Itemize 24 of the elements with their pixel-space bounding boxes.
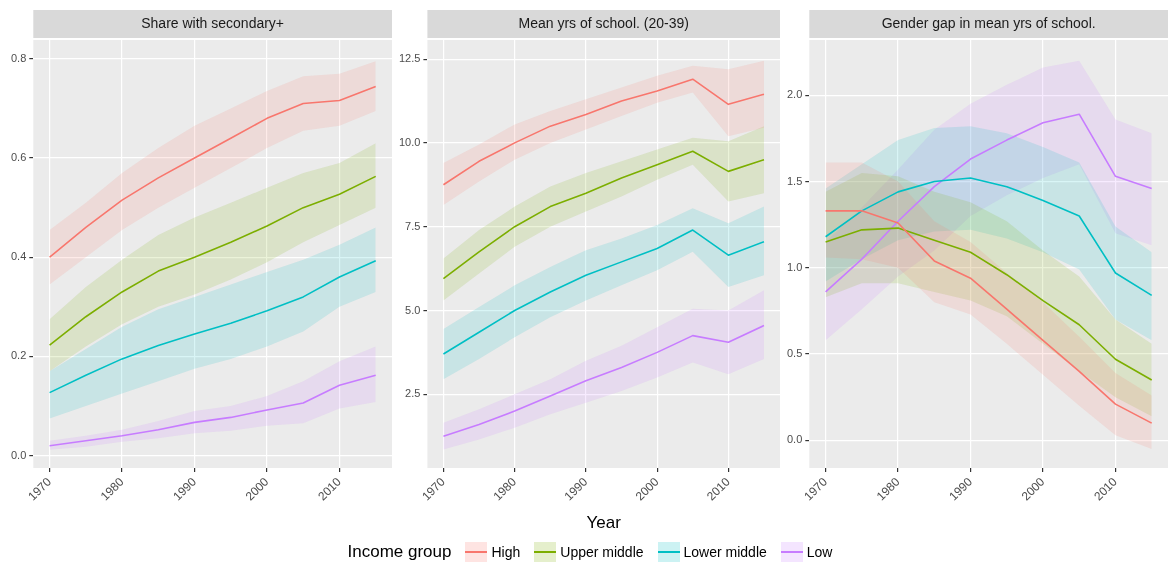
chart-title: Share with secondary+ — [141, 14, 285, 31]
legend-label: High — [491, 544, 521, 560]
x-axis-title: Year — [586, 513, 622, 533]
chart-title: Gender gap in mean yrs of school. — [881, 14, 1096, 31]
y-tick-label: 12.5 — [398, 52, 421, 65]
y-tick-label: 1.0 — [786, 260, 803, 273]
y-tick-label: 0.5 — [786, 347, 803, 360]
legend-label: Lower middle — [683, 544, 767, 560]
y-tick-label: 10.0 — [398, 135, 421, 148]
y-tick-label: 0.8 — [10, 51, 27, 64]
y-tick-label: 0.0 — [10, 448, 27, 461]
legend-label: Low — [806, 544, 833, 560]
y-tick-label: 7.5 — [405, 219, 421, 232]
y-tick-label: 1.5 — [786, 174, 803, 187]
legend-title: Income group — [347, 542, 452, 562]
y-tick-label: 5.0 — [405, 303, 421, 316]
y-tick-label: 0.4 — [10, 250, 27, 263]
legend-label: Upper middle — [560, 544, 644, 560]
y-tick-label: 0.6 — [10, 151, 27, 164]
chart-title: Mean yrs of school. (20-39) — [518, 14, 689, 31]
y-tick-label: 0.0 — [786, 433, 803, 446]
y-tick-label: 2.5 — [405, 387, 421, 400]
y-tick-label: 2.0 — [786, 88, 803, 101]
y-tick-label: 0.2 — [10, 349, 27, 362]
